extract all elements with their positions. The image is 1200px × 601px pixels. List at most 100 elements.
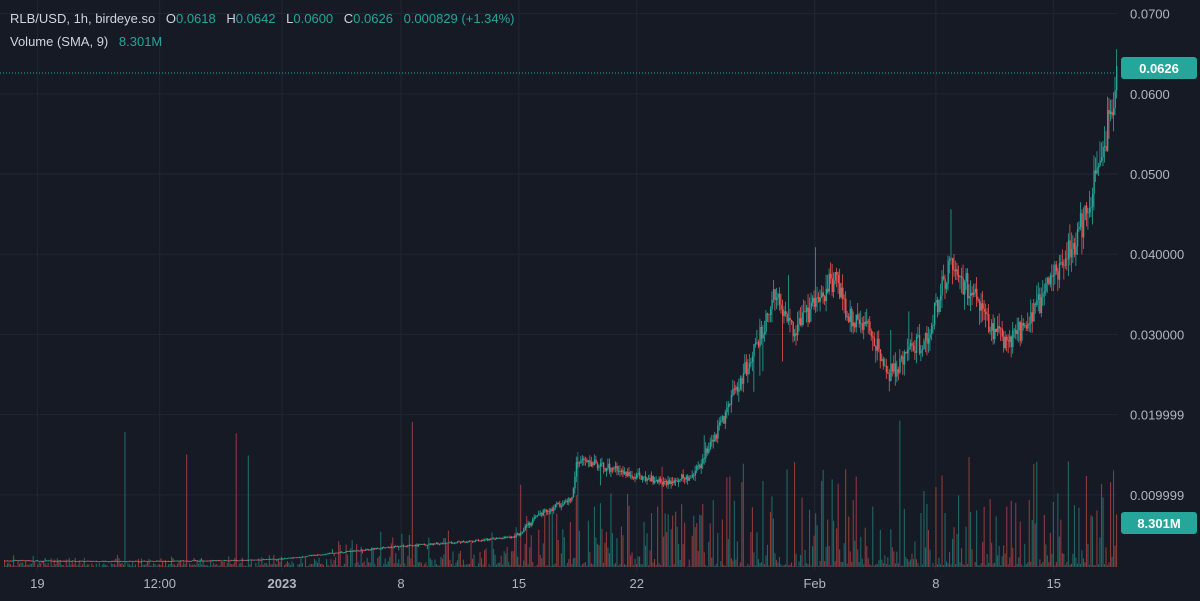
candle xyxy=(441,542,444,545)
candle xyxy=(760,321,763,345)
candle xyxy=(977,296,979,303)
volume-bar xyxy=(860,536,862,567)
volume-bar xyxy=(933,566,935,567)
volume-bar xyxy=(502,564,504,567)
volume-bar xyxy=(61,564,63,567)
volume-bar xyxy=(964,565,966,567)
volume-bar xyxy=(449,559,451,567)
candle xyxy=(496,537,498,540)
x-axis[interactable]: 19 12:00 2023 8 15 22 Feb 8 15 xyxy=(30,576,1061,591)
candle xyxy=(279,558,281,560)
candle xyxy=(1097,162,1100,176)
volume-bar xyxy=(830,565,832,567)
candle xyxy=(578,461,581,468)
volume-bar xyxy=(160,565,162,567)
candle xyxy=(676,477,679,483)
candle xyxy=(1037,282,1040,312)
candle xyxy=(100,561,102,562)
candle xyxy=(280,558,283,560)
candle xyxy=(658,476,660,486)
candle xyxy=(1019,320,1022,347)
candle xyxy=(1021,315,1023,344)
candle xyxy=(973,283,975,298)
volume-bar xyxy=(726,477,728,567)
volume-bar xyxy=(228,556,230,567)
candle xyxy=(679,478,682,483)
volume-bar xyxy=(617,565,619,567)
candle xyxy=(939,283,942,313)
volume-bar xyxy=(446,543,448,567)
symbol-label[interactable]: RLB/USD, 1h, birdeye.so xyxy=(10,11,156,26)
candle xyxy=(4,560,6,562)
candle xyxy=(347,550,349,552)
volume-bar xyxy=(759,563,761,567)
volume-indicator-label[interactable]: Volume (SMA, 9) xyxy=(10,34,109,49)
candle xyxy=(888,369,891,392)
volume-bar xyxy=(381,566,383,567)
volume-bar xyxy=(320,564,322,567)
volume-bar xyxy=(128,564,130,567)
volume-bar xyxy=(356,544,358,567)
candle xyxy=(256,559,259,561)
volume-bar xyxy=(598,545,600,567)
candle xyxy=(7,560,9,562)
candle xyxy=(425,544,427,547)
candle xyxy=(932,314,934,334)
candle xyxy=(339,551,341,553)
volume-bar xyxy=(1031,519,1033,567)
candle xyxy=(628,467,630,478)
candle xyxy=(372,547,375,550)
volume-bar xyxy=(496,564,498,567)
volume-bar xyxy=(587,520,589,567)
volume-bar xyxy=(121,562,123,567)
volume-bar xyxy=(1114,545,1116,567)
candle xyxy=(1072,235,1074,264)
volume-bar xyxy=(91,563,93,567)
candle xyxy=(675,477,677,487)
candle xyxy=(329,552,331,555)
candle xyxy=(812,295,814,307)
volume-bar xyxy=(627,493,629,567)
volume-bar xyxy=(22,562,24,567)
candle xyxy=(363,549,366,551)
candle xyxy=(304,556,307,558)
volume-bar xyxy=(249,564,251,567)
volume-bar xyxy=(1010,500,1012,567)
volume-bar xyxy=(377,558,379,567)
volume-bar xyxy=(867,558,869,567)
candle xyxy=(933,302,936,330)
volume-bar xyxy=(905,556,907,567)
volume-bar xyxy=(751,507,753,567)
candle xyxy=(187,560,189,562)
volume-bar xyxy=(631,552,633,567)
volume-bar xyxy=(663,536,665,567)
volume-bar xyxy=(556,513,558,567)
candle xyxy=(831,263,834,297)
candle xyxy=(315,554,317,556)
volume-bar xyxy=(682,544,684,567)
volume-bar xyxy=(112,564,114,567)
candle xyxy=(622,466,624,478)
volume-bar xyxy=(1108,562,1110,567)
volume-bar xyxy=(234,557,236,567)
volume-bar xyxy=(956,534,958,567)
candle xyxy=(777,292,779,306)
candle xyxy=(626,468,629,478)
candle xyxy=(259,559,262,561)
candle xyxy=(321,554,323,556)
candle xyxy=(1061,249,1064,268)
candle xyxy=(660,476,662,484)
volume-bar xyxy=(312,563,314,567)
y-axis[interactable]: 0.0700 0.0600 0.0500 0.040000 0.030000 0.0199… xyxy=(1130,7,1184,503)
candle xyxy=(836,267,838,288)
volume-bar xyxy=(5,565,7,567)
candle xyxy=(82,560,84,562)
candle xyxy=(193,558,195,562)
volume-bar xyxy=(733,500,735,567)
candle xyxy=(551,507,554,511)
volume-bar xyxy=(854,540,856,567)
volume-bar xyxy=(581,564,583,567)
volume-bar xyxy=(500,555,502,567)
